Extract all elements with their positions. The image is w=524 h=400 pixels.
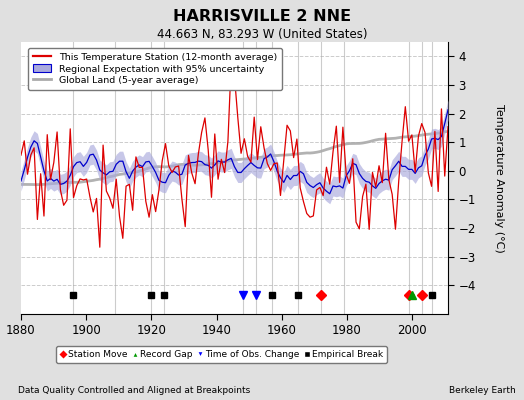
Text: HARRISVILLE 2 NNE: HARRISVILLE 2 NNE bbox=[173, 9, 351, 24]
Text: 44.663 N, 83.293 W (United States): 44.663 N, 83.293 W (United States) bbox=[157, 28, 367, 41]
Legend: Station Move, Record Gap, Time of Obs. Change, Empirical Break: Station Move, Record Gap, Time of Obs. C… bbox=[56, 346, 387, 362]
Text: Data Quality Controlled and Aligned at Breakpoints: Data Quality Controlled and Aligned at B… bbox=[18, 386, 250, 395]
Text: Berkeley Earth: Berkeley Earth bbox=[450, 386, 516, 395]
Y-axis label: Temperature Anomaly (°C): Temperature Anomaly (°C) bbox=[494, 104, 504, 252]
